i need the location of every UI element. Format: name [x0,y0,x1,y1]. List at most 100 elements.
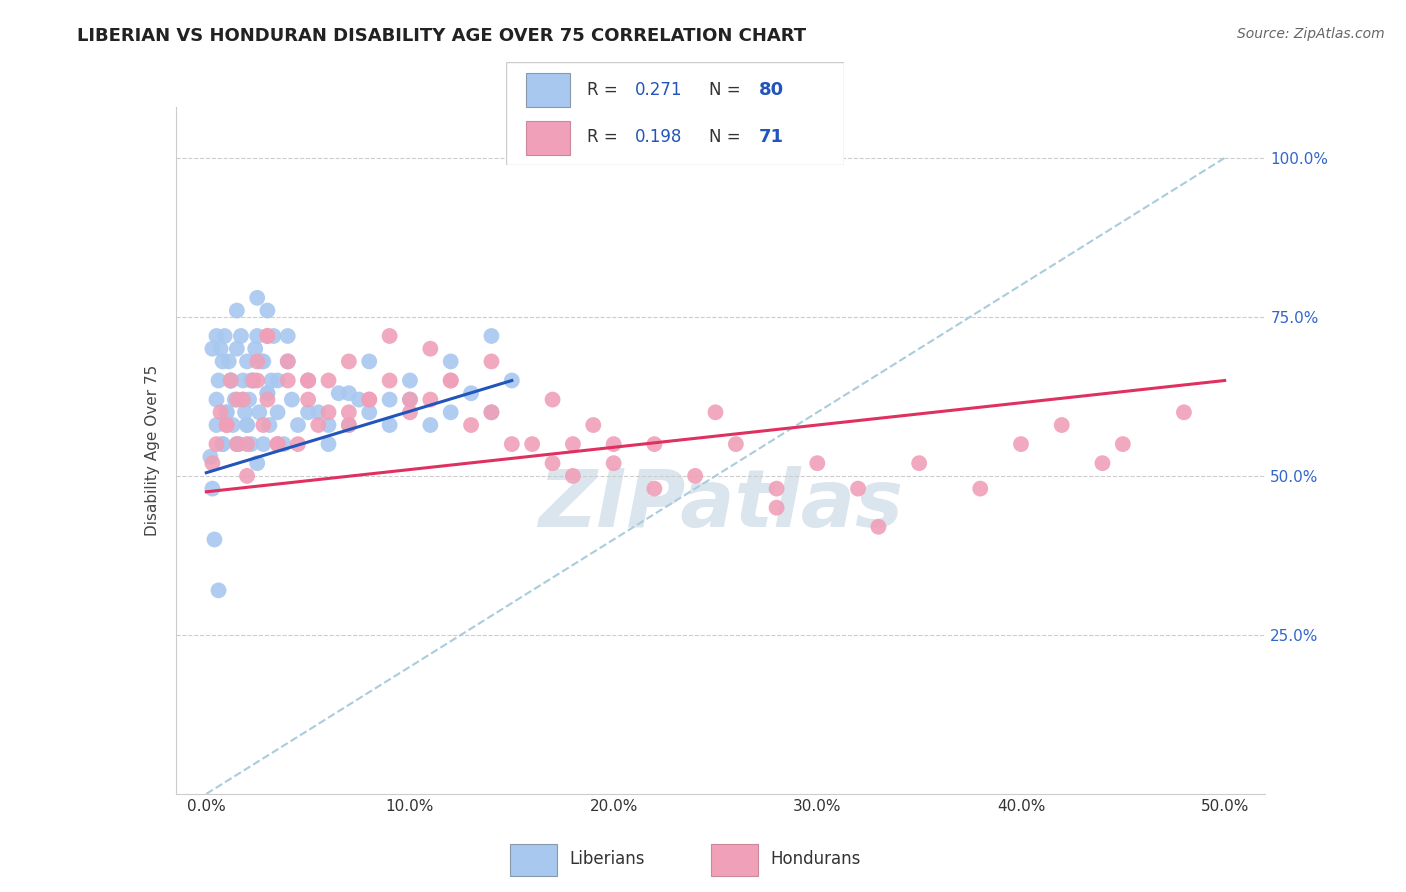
Point [233,405,256,419]
Point [561,469,583,483]
Point [318,405,340,419]
Point [561,437,583,451]
Point [440,354,463,368]
Point [246,291,269,305]
Point [643,482,665,496]
Point [232,392,254,407]
Point [318,417,340,432]
Point [501,374,523,388]
Point [229,329,252,343]
Point [200,450,222,464]
Point [228,437,250,451]
Point [399,405,422,419]
Point [868,520,890,534]
Point [236,354,259,368]
Point [582,417,605,432]
FancyBboxPatch shape [526,73,571,106]
Text: Hondurans: Hondurans [770,849,860,868]
Point [297,374,319,388]
Point [541,456,564,470]
Point [222,417,245,432]
Point [359,392,381,407]
Point [201,482,224,496]
Point [277,354,299,368]
Point [277,374,299,388]
Point [207,583,229,598]
Point [260,374,283,388]
Text: 71: 71 [759,128,785,146]
FancyBboxPatch shape [510,844,557,876]
Point [297,405,319,419]
Text: R =: R = [588,128,623,146]
Point [215,405,238,419]
Point [307,405,329,419]
Text: 0.198: 0.198 [634,128,682,146]
Point [259,417,281,432]
Point [359,392,381,407]
Point [209,405,232,419]
Point [277,329,299,343]
Point [225,342,247,356]
Point [263,329,285,343]
Point [225,392,247,407]
Point [256,329,278,343]
Point [204,533,226,547]
Point [287,417,309,432]
Point [246,329,269,343]
Point [419,417,441,432]
Point [242,374,264,388]
Point [252,437,274,451]
Point [266,405,288,419]
Point [256,303,278,318]
Point [481,405,503,419]
Point [252,354,274,368]
Point [219,374,242,388]
Point [602,456,624,470]
Point [602,437,624,451]
Point [225,437,247,451]
Point [236,437,259,451]
Point [256,386,278,401]
Point [218,354,240,368]
Point [236,417,259,432]
Point [328,386,350,401]
Point [359,354,381,368]
Point [201,456,224,470]
Point [297,374,319,388]
Text: 0.271: 0.271 [634,81,682,99]
Point [273,437,295,451]
Point [969,482,991,496]
Point [240,437,263,451]
Point [207,374,229,388]
Point [501,437,523,451]
Point [440,374,463,388]
Point [1050,417,1073,432]
Point [347,392,370,407]
Point [236,417,259,432]
Point [211,354,233,368]
Point [225,437,247,451]
Point [281,392,304,407]
Point [337,405,360,419]
Point [201,342,224,356]
Text: N =: N = [709,128,745,146]
Point [1010,437,1032,451]
Point [219,374,242,388]
Point [211,437,233,451]
Point [243,342,266,356]
Point [252,417,274,432]
Point [1091,456,1114,470]
Text: Liberians: Liberians [569,849,644,868]
Text: Source: ZipAtlas.com: Source: ZipAtlas.com [1237,27,1385,41]
Point [318,437,340,451]
Point [378,374,401,388]
FancyBboxPatch shape [711,844,758,876]
Point [1173,405,1195,419]
Point [541,392,564,407]
Point [215,405,238,419]
Point [399,374,422,388]
Point [246,354,269,368]
Point [460,417,482,432]
Point [232,374,254,388]
Point [219,374,242,388]
